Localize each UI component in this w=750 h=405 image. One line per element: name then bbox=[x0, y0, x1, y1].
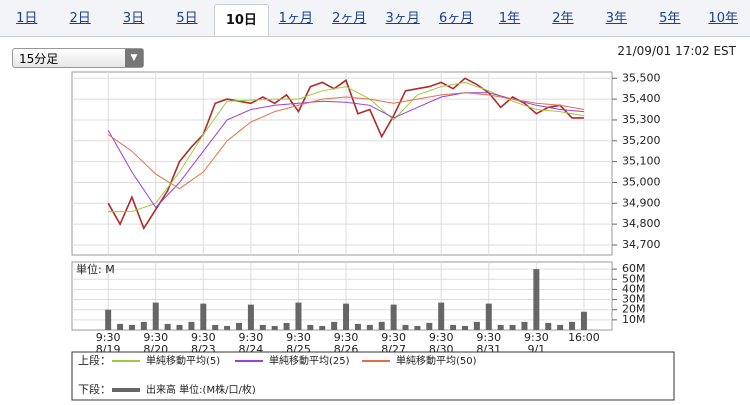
volume-bar bbox=[283, 322, 290, 330]
x-tick-label: 9:30 bbox=[381, 331, 406, 344]
volume-bar bbox=[235, 322, 242, 330]
y-tick-label: 35,100 bbox=[622, 155, 661, 168]
range-tab[interactable]: 2日 bbox=[69, 11, 91, 26]
volume-bar bbox=[450, 324, 457, 330]
y-tick-label: 35,400 bbox=[622, 92, 661, 105]
y-tick-label: 34,900 bbox=[622, 196, 661, 209]
legend-label: 出来高 単位:(M株/口/枚) bbox=[146, 383, 256, 396]
interval-dropdown[interactable]: 15分足 ▼ bbox=[12, 48, 144, 68]
volume-bar bbox=[557, 324, 564, 330]
volume-bar bbox=[164, 323, 171, 330]
y-tick-label: 35,500 bbox=[622, 71, 661, 84]
x-tick-label: 9:30 bbox=[429, 331, 454, 344]
x-tick-label: 9:30 bbox=[239, 331, 264, 344]
volume-bar bbox=[140, 321, 147, 330]
volume-bar bbox=[176, 324, 183, 330]
volume-bar bbox=[366, 324, 373, 330]
volume-bar bbox=[533, 269, 540, 330]
volume-bar bbox=[461, 325, 468, 330]
volume-bar bbox=[509, 324, 516, 330]
volume-bar bbox=[545, 322, 552, 330]
volume-bar bbox=[128, 324, 135, 330]
y-tick-label: 50M bbox=[622, 272, 646, 285]
range-tab[interactable]: 10年 bbox=[708, 11, 738, 26]
range-tab[interactable]: 3日 bbox=[122, 11, 145, 26]
y-tick-label: 35,300 bbox=[622, 113, 661, 126]
volume-bar bbox=[426, 322, 433, 330]
y-tick-label: 34,700 bbox=[622, 238, 661, 251]
x-tick-label: 9:30 bbox=[96, 331, 121, 344]
legend-panel-label: 上段： bbox=[78, 353, 111, 367]
volume-bar bbox=[390, 304, 397, 330]
volume-bar bbox=[105, 309, 112, 330]
volume-bar bbox=[331, 321, 338, 330]
ma-line bbox=[107, 92, 584, 209]
volume-bar bbox=[271, 325, 278, 330]
y-tick-label: 10M bbox=[622, 313, 646, 326]
volume-bar bbox=[438, 302, 445, 330]
volume-bar bbox=[224, 325, 231, 330]
volume-bar bbox=[152, 302, 159, 330]
x-tick-label: 9:30 bbox=[334, 331, 359, 344]
volume-bar bbox=[402, 324, 409, 330]
y-tick-label: 35,000 bbox=[622, 175, 661, 188]
timestamp: 21/09/01 17:02 EST bbox=[617, 44, 736, 58]
x-tick-label: 16:00 bbox=[568, 331, 600, 344]
range-tab[interactable]: 1日 bbox=[16, 11, 38, 26]
x-tick-label: 9:30 bbox=[191, 331, 216, 344]
volume-bar bbox=[343, 303, 350, 330]
volume-bar bbox=[354, 323, 361, 330]
tab-bar: 1日 2日 3日 5日 10日 1ヶ月 2ヶ月 3ヶ月 6ヶ月 1年 2年 3年 5年 10年 bbox=[0, 0, 750, 37]
x-tick-label: 9:30 bbox=[286, 331, 311, 344]
volume-bar bbox=[200, 303, 207, 330]
plot-area bbox=[71, 261, 613, 331]
range-tab[interactable]: 2ヶ月 bbox=[332, 11, 367, 26]
y-tick-label: 30M bbox=[622, 293, 646, 306]
range-tab[interactable]: 3ヶ月 bbox=[385, 11, 420, 26]
y-tick-label: 20M bbox=[622, 303, 646, 316]
y-tick-label: 35,200 bbox=[622, 134, 661, 147]
x-tick-label: 9:30 bbox=[143, 331, 168, 344]
x-tick-label: 9:30 bbox=[476, 331, 501, 344]
volume-bar bbox=[485, 303, 492, 330]
volume-bar bbox=[569, 321, 576, 330]
legend-label: 単純移動平均(25) bbox=[269, 354, 350, 367]
volume-bar bbox=[117, 323, 124, 330]
volume-bar bbox=[497, 324, 504, 330]
volume-bar bbox=[212, 324, 219, 330]
legend-label: 単純移動平均(5) bbox=[146, 354, 220, 367]
range-tab[interactable]: 2年 bbox=[552, 11, 574, 26]
dropdown-label: 15分足 bbox=[19, 52, 59, 66]
volume-bar bbox=[521, 321, 528, 330]
volume-bar bbox=[295, 302, 302, 330]
volume-bar bbox=[307, 324, 314, 330]
range-tab[interactable]: 5年 bbox=[659, 11, 681, 26]
unit-label: 単位: M bbox=[76, 262, 115, 276]
range-tab[interactable]: 3年 bbox=[605, 11, 627, 26]
y-tick-label: 34,800 bbox=[622, 217, 661, 230]
y-tick-label: 40M bbox=[622, 282, 646, 295]
volume-bar bbox=[580, 311, 587, 330]
legend-label: 単純移動平均(50) bbox=[396, 354, 477, 367]
range-tab[interactable]: 6ヶ月 bbox=[438, 11, 474, 26]
volume-bar bbox=[247, 304, 254, 330]
volume-bar bbox=[378, 321, 385, 330]
range-tab[interactable]: 1ヶ月 bbox=[278, 11, 313, 26]
volume-bar bbox=[414, 325, 421, 330]
x-tick-label: 9:30 bbox=[524, 331, 549, 344]
range-tab[interactable]: 1年 bbox=[498, 11, 521, 26]
volume-bar bbox=[188, 321, 195, 330]
volume-bar bbox=[319, 325, 326, 330]
legend-panel-label: 下段： bbox=[78, 382, 111, 396]
volume-bar bbox=[473, 321, 480, 330]
range-tab[interactable]: 10日 bbox=[213, 4, 270, 36]
dropdown-arrow[interactable]: ▼ bbox=[125, 49, 143, 67]
volume-bar bbox=[259, 324, 266, 330]
range-tab[interactable]: 5日 bbox=[176, 11, 198, 26]
ma-line bbox=[107, 92, 584, 190]
price-line bbox=[107, 77, 584, 231]
y-tick-label: 60M bbox=[622, 262, 646, 275]
